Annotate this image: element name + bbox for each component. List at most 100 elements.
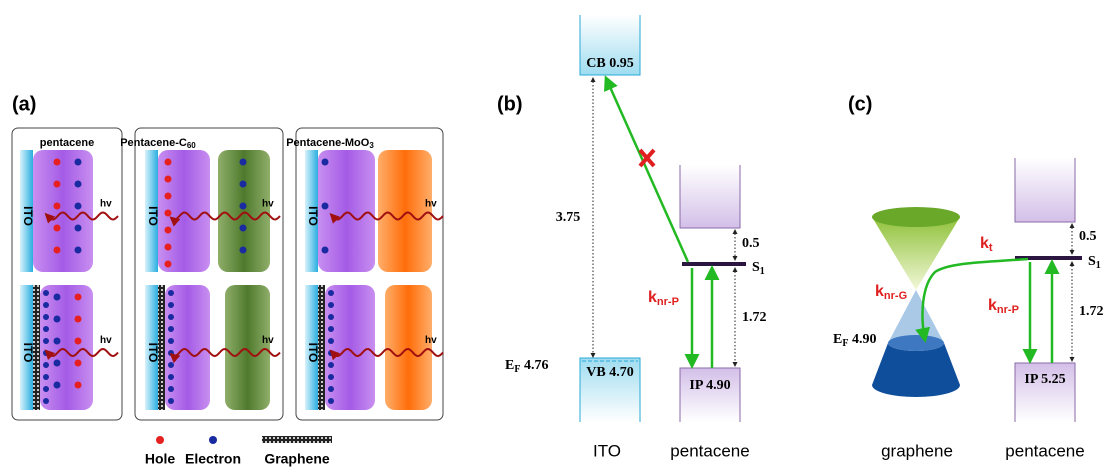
x-label: graphene — [881, 441, 953, 460]
gap-label: 1.72 — [1079, 304, 1104, 319]
carrier — [75, 338, 82, 345]
carrier — [168, 362, 174, 368]
carrier — [75, 316, 82, 323]
carrier — [328, 290, 334, 296]
carrier — [54, 203, 61, 210]
rate-label: knr-G — [875, 283, 907, 302]
box-title: pentacene — [40, 137, 94, 149]
carrier — [168, 302, 174, 308]
carrier — [165, 227, 172, 234]
carrier — [75, 203, 82, 210]
carrier — [168, 326, 174, 332]
carrier — [165, 210, 172, 217]
carrier — [54, 181, 61, 188]
layer — [318, 150, 375, 272]
gap-label: 3.75 — [556, 210, 581, 225]
electrode-label: ITO — [21, 206, 35, 226]
carrier — [75, 225, 82, 232]
panel-label: (a) — [12, 93, 36, 115]
carrier — [54, 247, 61, 254]
cone-top — [872, 207, 960, 227]
carrier — [54, 382, 61, 389]
ef-label: EF 4.90 — [833, 332, 876, 349]
carrier — [328, 326, 334, 332]
carrier — [328, 398, 334, 404]
carrier — [168, 314, 174, 320]
carrier — [168, 386, 174, 392]
carrier — [54, 360, 61, 367]
carrier — [43, 386, 49, 392]
carrier — [240, 159, 247, 166]
cb-label: CB 0.95 — [586, 56, 633, 71]
electrode-label: ITO — [146, 343, 160, 363]
vb-label: VB 4.70 — [586, 365, 633, 380]
figure: (a) ITOhvITOhvITOhvITOhvITOhvITOhv Penta… — [0, 0, 1105, 467]
box-title: Pentacene-C60 — [120, 137, 196, 150]
ip-label: IP 4.90 — [689, 378, 730, 393]
carrier — [54, 338, 61, 345]
ef-label: EF 4.76 — [505, 358, 548, 375]
s1-label: S1 — [752, 260, 765, 277]
carrier — [54, 316, 61, 323]
carrier — [328, 374, 334, 380]
carrier — [168, 374, 174, 380]
carrier — [240, 203, 247, 210]
carrier — [328, 314, 334, 320]
carrier — [322, 247, 329, 254]
layer — [385, 285, 432, 410]
carrier — [168, 290, 174, 296]
legend-electron — [209, 436, 217, 444]
transfer-arrow — [922, 259, 1028, 340]
carrier — [168, 398, 174, 404]
carrier — [43, 290, 49, 296]
rate-label: knr-P — [988, 297, 1019, 316]
ip-label: IP 5.25 — [1024, 372, 1065, 387]
carrier — [43, 326, 49, 332]
carrier — [54, 294, 61, 301]
x-label: pentacene — [1005, 441, 1084, 460]
light-label: hv — [100, 335, 112, 346]
transfer-arrow — [606, 78, 688, 262]
carrier — [75, 181, 82, 188]
rate-label: kt — [980, 235, 993, 254]
carrier — [43, 314, 49, 320]
carrier — [75, 294, 82, 301]
dirac-cone-upper — [872, 217, 960, 290]
panel-label: (b) — [497, 93, 523, 115]
carrier — [54, 225, 61, 232]
electrode-label: ITO — [21, 343, 35, 363]
carrier — [165, 159, 172, 166]
x-label: ITO — [593, 441, 621, 460]
carrier — [54, 159, 61, 166]
carrier — [328, 386, 334, 392]
gap-label: 0.5 — [742, 236, 760, 251]
layer — [218, 150, 270, 272]
layer — [33, 150, 93, 272]
carrier — [240, 225, 247, 232]
carrier — [75, 159, 82, 166]
x-label: pentacene — [670, 441, 749, 460]
carrier — [240, 247, 247, 254]
carrier — [43, 338, 49, 344]
legend-graphene — [262, 436, 332, 443]
carrier — [165, 193, 172, 200]
carrier — [165, 261, 172, 268]
carrier — [165, 176, 172, 183]
pentacene-lumo — [680, 165, 740, 228]
carrier — [328, 362, 334, 368]
legend-label: Graphene — [264, 451, 330, 467]
gap-label: 0.5 — [1079, 229, 1097, 244]
carrier — [322, 203, 329, 210]
rate-label: knr-P — [648, 289, 679, 308]
electrode-label: ITO — [306, 206, 320, 226]
carrier — [168, 338, 174, 344]
carrier — [43, 374, 49, 380]
carrier — [240, 181, 247, 188]
carrier — [75, 247, 82, 254]
carrier — [75, 382, 82, 389]
legend-hole — [156, 436, 164, 444]
layer — [225, 285, 270, 410]
carrier — [328, 338, 334, 344]
legend-label: Hole — [145, 451, 176, 467]
